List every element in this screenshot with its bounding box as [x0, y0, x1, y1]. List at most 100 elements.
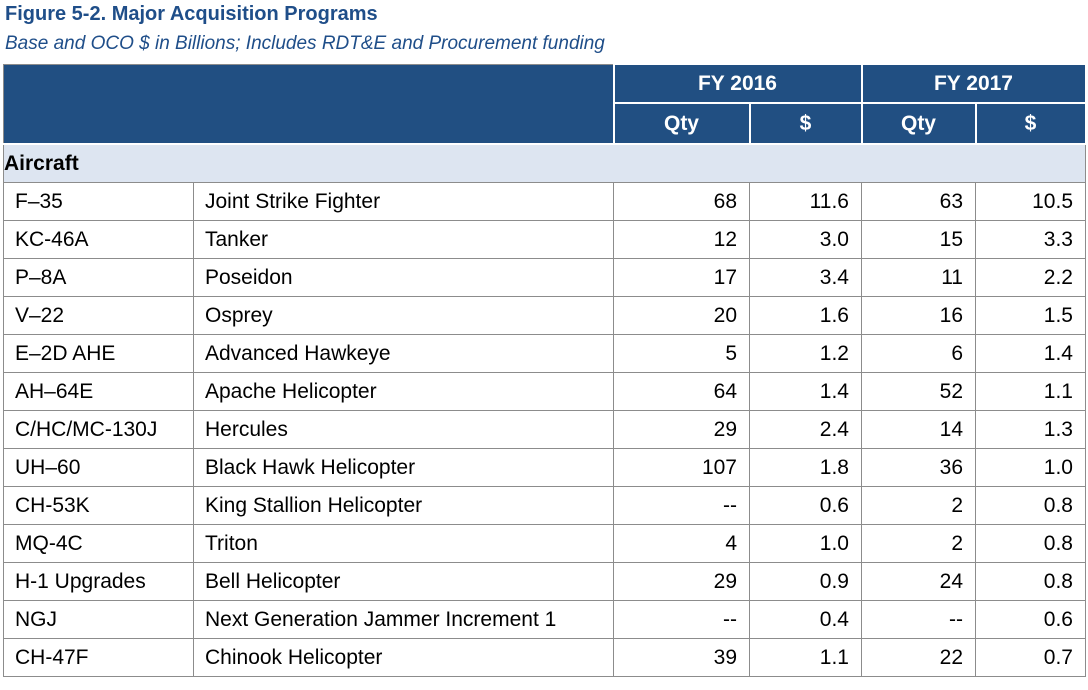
qty-2017-cell: 63: [861, 182, 976, 221]
table-row: V–22 Osprey 20 1.6 16 1.5: [3, 296, 1086, 335]
header-fy2016: FY 2016: [612, 63, 863, 104]
dollars-2016-cell: 3.4: [749, 258, 862, 297]
program-cell: C/HC/MC-130J: [3, 410, 194, 449]
table-row: MQ-4C Triton 4 1.0 2 0.8: [3, 524, 1086, 563]
name-cell: Apache Helicopter: [193, 372, 614, 411]
header-blank-cell: [3, 63, 615, 145]
table-row: UH–60 Black Hawk Helicopter 107 1.8 36 1.0: [3, 448, 1086, 487]
header-fy2017: FY 2017: [860, 63, 1087, 104]
table-row: H-1 Upgrades Bell Helicopter 29 0.9 24 0.8: [3, 562, 1086, 601]
qty-2016-cell: 29: [613, 410, 750, 449]
acquisition-table: FY 2016 FY 2017 Qty $ Qty $ Aircraft F–3…: [3, 63, 1087, 677]
section-label-aircraft: Aircraft: [3, 143, 1086, 183]
dollars-2017-cell: 0.8: [975, 562, 1086, 601]
qty-2017-cell: 6: [861, 334, 976, 373]
dollars-2017-cell: 2.2: [975, 258, 1086, 297]
qty-2017-cell: 2: [861, 524, 976, 563]
dollars-2016-cell: 11.6: [749, 182, 862, 221]
name-cell: Poseidon: [193, 258, 614, 297]
dollars-2017-cell: 0.7: [975, 638, 1086, 677]
program-cell: F–35: [3, 182, 194, 221]
qty-2016-cell: 20: [613, 296, 750, 335]
name-cell: Chinook Helicopter: [193, 638, 614, 677]
header-qty-2016: Qty: [612, 102, 751, 145]
header-dollars-2017: $: [974, 102, 1087, 145]
table-row: AH–64E Apache Helicopter 64 1.4 52 1.1: [3, 372, 1086, 411]
qty-2017-cell: 14: [861, 410, 976, 449]
table-row: NGJ Next Generation Jammer Increment 1 -- 0…: [3, 600, 1086, 639]
program-cell: V–22: [3, 296, 194, 335]
qty-2016-cell: 39: [613, 638, 750, 677]
name-cell: Tanker: [193, 220, 614, 259]
qty-2017-cell: 36: [861, 448, 976, 487]
qty-2016-cell: 17: [613, 258, 750, 297]
header-dollars-2016: $: [748, 102, 863, 145]
program-cell: UH–60: [3, 448, 194, 487]
dollars-2017-cell: 0.6: [975, 600, 1086, 639]
dollars-2016-cell: 1.6: [749, 296, 862, 335]
name-cell: Black Hawk Helicopter: [193, 448, 614, 487]
name-cell: Advanced Hawkeye: [193, 334, 614, 373]
qty-2016-cell: 68: [613, 182, 750, 221]
dollars-2017-cell: 1.5: [975, 296, 1086, 335]
qty-2016-cell: 29: [613, 562, 750, 601]
figure-title: Figure 5-2. Major Acquisition Programs: [5, 3, 378, 25]
section-row: Aircraft: [3, 143, 1086, 183]
qty-2016-cell: 4: [613, 524, 750, 563]
program-cell: AH–64E: [3, 372, 194, 411]
name-cell: Triton: [193, 524, 614, 563]
table-row: CH-53K King Stallion Helicopter -- 0.6 2 0.8: [3, 486, 1086, 525]
table-row: KC-46A Tanker 12 3.0 15 3.3: [3, 220, 1086, 259]
qty-2016-cell: 64: [613, 372, 750, 411]
dollars-2017-cell: 3.3: [975, 220, 1086, 259]
dollars-2017-cell: 0.8: [975, 524, 1086, 563]
dollars-2016-cell: 0.4: [749, 600, 862, 639]
program-cell: NGJ: [3, 600, 194, 639]
name-cell: Next Generation Jammer Increment 1: [193, 600, 614, 639]
header-row-years: FY 2016 FY 2017: [3, 63, 1087, 145]
qty-2017-cell: 52: [861, 372, 976, 411]
table-row: C/HC/MC-130J Hercules 29 2.4 14 1.3: [3, 410, 1086, 449]
table-row: P–8A Poseidon 17 3.4 11 2.2: [3, 258, 1086, 297]
dollars-2016-cell: 1.1: [749, 638, 862, 677]
dollars-2016-cell: 0.6: [749, 486, 862, 525]
program-cell: CH-53K: [3, 486, 194, 525]
qty-2016-cell: --: [613, 600, 750, 639]
qty-2016-cell: 107: [613, 448, 750, 487]
program-cell: P–8A: [3, 258, 194, 297]
qty-2017-cell: 24: [861, 562, 976, 601]
dollars-2016-cell: 0.9: [749, 562, 862, 601]
name-cell: Joint Strike Fighter: [193, 182, 614, 221]
qty-2017-cell: 22: [861, 638, 976, 677]
dollars-2017-cell: 10.5: [975, 182, 1086, 221]
dollars-2016-cell: 3.0: [749, 220, 862, 259]
table-row: E–2D AHE Advanced Hawkeye 5 1.2 6 1.4: [3, 334, 1086, 373]
dollars-2016-cell: 2.4: [749, 410, 862, 449]
qty-2017-cell: 11: [861, 258, 976, 297]
dollars-2016-cell: 1.0: [749, 524, 862, 563]
program-cell: CH-47F: [3, 638, 194, 677]
program-cell: KC-46A: [3, 220, 194, 259]
name-cell: Osprey: [193, 296, 614, 335]
name-cell: Bell Helicopter: [193, 562, 614, 601]
qty-2017-cell: 15: [861, 220, 976, 259]
dollars-2017-cell: 1.3: [975, 410, 1086, 449]
table-row: CH-47F Chinook Helicopter 39 1.1 22 0.7: [3, 638, 1086, 677]
qty-2017-cell: --: [861, 600, 976, 639]
program-cell: E–2D AHE: [3, 334, 194, 373]
qty-2016-cell: 12: [613, 220, 750, 259]
header-qty-2017: Qty: [860, 102, 977, 145]
figure-subtitle: Base and OCO $ in Billions; Includes RDT…: [5, 33, 605, 54]
qty-2016-cell: --: [613, 486, 750, 525]
dollars-2016-cell: 1.8: [749, 448, 862, 487]
program-cell: H-1 Upgrades: [3, 562, 194, 601]
program-cell: MQ-4C: [3, 524, 194, 563]
dollars-2016-cell: 1.4: [749, 372, 862, 411]
dollars-2017-cell: 1.1: [975, 372, 1086, 411]
dollars-2017-cell: 1.4: [975, 334, 1086, 373]
qty-2017-cell: 16: [861, 296, 976, 335]
qty-2016-cell: 5: [613, 334, 750, 373]
header-row-measures: Qty $ Qty $: [4, 102, 1087, 145]
name-cell: King Stallion Helicopter: [193, 486, 614, 525]
dollars-2016-cell: 1.2: [749, 334, 862, 373]
